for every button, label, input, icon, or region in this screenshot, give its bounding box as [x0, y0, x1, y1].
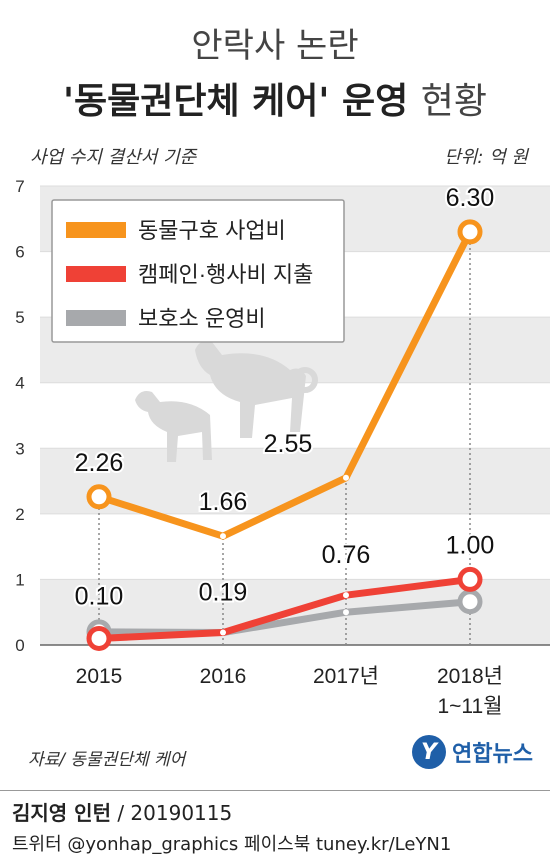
legend-label: 보호소 운영비	[138, 306, 266, 331]
chart-title-bold: '동물권단체 케어' 운영	[63, 81, 409, 122]
legend-swatch	[66, 266, 126, 282]
chart-title-line1: 안락사 논란	[191, 26, 359, 66]
legend-label: 캠페인·행사비 지출	[138, 262, 313, 287]
yonhap-logo-icon: Y	[412, 735, 446, 769]
data-point	[86, 484, 112, 510]
data-label: 0.19	[199, 579, 248, 607]
series-line	[95, 228, 474, 540]
x-tick-label: 2015	[76, 665, 123, 688]
y-tick-label: 2	[15, 505, 24, 524]
data-label: 0.10	[75, 582, 124, 610]
data-label: 2.55	[264, 430, 313, 458]
series-line	[95, 575, 474, 642]
source-note: 자료/ 동물권단체 케어	[28, 750, 186, 770]
title-area: 안락사 논란 '동물권단체 케어' 운영 현황	[0, 0, 550, 140]
y-tick-label: 5	[15, 308, 24, 327]
data-point	[457, 589, 483, 615]
yonhap-logo: Y 연합뉴스	[412, 735, 533, 769]
x-tick-label: 2017년	[313, 665, 379, 688]
x-tick-label: 1~11월	[437, 695, 502, 718]
chart-title-line2: '동물권단체 케어' 운영 현황	[0, 72, 550, 124]
y-tick-label: 3	[15, 439, 24, 458]
x-tick-label: 2016	[200, 665, 247, 688]
data-point	[343, 474, 349, 481]
data-point	[457, 566, 483, 592]
y-tick-label: 1	[15, 570, 24, 589]
y-tick-label: 6	[15, 243, 24, 262]
data-point	[220, 629, 226, 636]
y-tick-label: 7	[15, 177, 24, 196]
data-label: 0.76	[322, 541, 371, 569]
divider	[0, 790, 550, 791]
data-label: 1.66	[199, 488, 248, 516]
legend-label: 동물구호 사업비	[138, 218, 286, 243]
credit-social: 트위터 @yonhap_graphics 페이스북 tuney.kr/LeYN1	[12, 834, 452, 855]
unit-note: 단위: 억 원	[444, 147, 528, 168]
y-tick-label: 4	[15, 374, 24, 393]
data-point	[457, 219, 483, 245]
credit-author: 김지영 인턴 / 20190115	[12, 797, 232, 826]
y-tick-label: 0	[15, 636, 24, 655]
data-label: 2.26	[75, 449, 124, 477]
basis-note: 사업 수지 결산서 기준	[30, 147, 197, 168]
data-point	[343, 592, 349, 599]
author-name: 김지영 인턴	[12, 801, 111, 825]
credit-date: / 20190115	[110, 801, 233, 825]
legend-swatch	[66, 222, 126, 238]
x-tick-label: 2018년	[437, 665, 503, 688]
data-label: 6.30	[446, 184, 495, 212]
data-label: 1.00	[446, 531, 495, 559]
legend-swatch	[66, 310, 126, 326]
line-chart: 0 1 2 3 4 5 6 7 2015 2016 2017년 2018년 1~11월 2.26 1.66 2…	[15, 177, 550, 718]
dog-silhouette-icon	[135, 341, 318, 462]
data-point	[343, 609, 349, 616]
data-point	[220, 533, 226, 540]
data-point	[86, 625, 112, 651]
chart-title-rest: 현황	[420, 81, 487, 122]
yonhap-logo-text: 연합뉴스	[452, 742, 533, 767]
